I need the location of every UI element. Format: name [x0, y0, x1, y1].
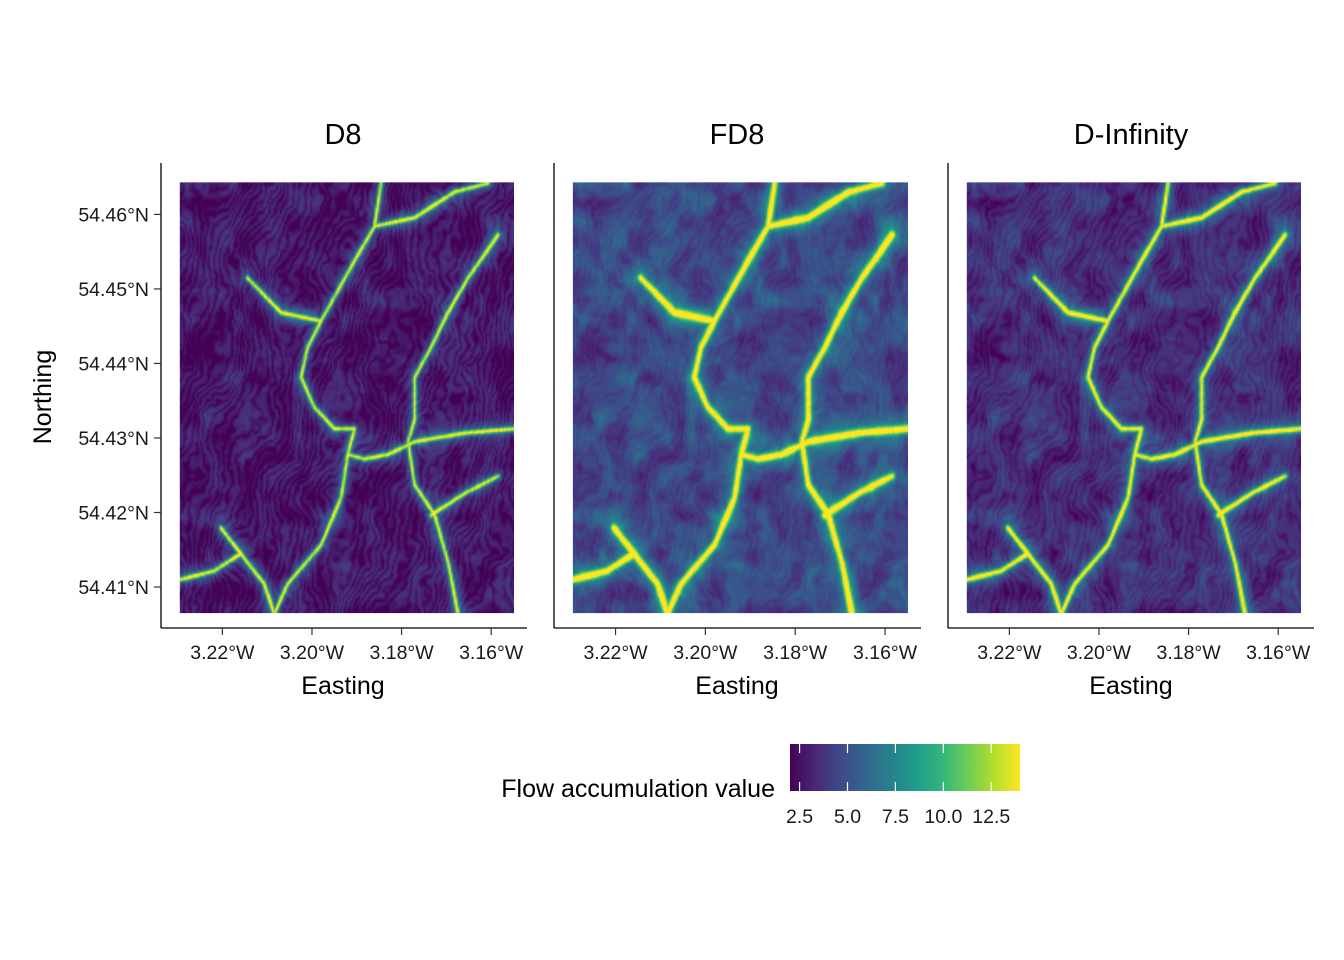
flow-raster	[572, 182, 908, 614]
x-axis: 3.22°W 3.20°W 3.18°W 3.16°W	[554, 627, 921, 664]
panel-title: D8	[324, 119, 361, 151]
x-tick-label: 3.20°W	[280, 642, 345, 664]
panel-title: FD8	[710, 119, 765, 151]
colorbar	[790, 744, 1020, 791]
x-tick-label: 3.22°W	[190, 642, 255, 664]
flow-raster	[966, 182, 1302, 614]
raster-layer	[572, 182, 908, 614]
colorbar-tick-label: 10.0	[924, 806, 962, 828]
x-tick-label: 3.18°W	[1156, 642, 1221, 664]
x-tick-label: 3.16°W	[1246, 642, 1311, 664]
legend: Flow accumulation value 2.5 5.0 7.5 10.0 12.…	[501, 744, 1020, 828]
x-axis-title: Easting	[695, 672, 778, 700]
raster-layer	[179, 182, 515, 614]
colorbar-tick-label: 5.0	[834, 806, 861, 828]
x-tick-label: 3.20°W	[673, 642, 738, 664]
panel-d-infinity: D-Infinity 3.22°W 3.20°W 3.18°W 3.16°W East…	[947, 119, 1314, 700]
x-axis: 3.22°W 3.20°W 3.18°W 3.16°W	[948, 627, 1314, 664]
colorbar-tick-label: 12.5	[972, 806, 1010, 828]
y-axis: 54.41°N 54.42°N 54.43°N 54.44°N 54.45°N 54.46…	[78, 163, 162, 628]
legend-title: Flow accumulation value	[501, 775, 775, 803]
colorbar-tick-label: 2.5	[786, 806, 813, 828]
panel-fd8: FD8 3.22°W 3.20°W 3.18°W 3.16°W Easting	[553, 119, 921, 700]
x-tick-label: 3.22°W	[977, 642, 1042, 664]
y-tick-label: 54.45°N	[78, 279, 149, 301]
y-axis-title: Northing	[29, 350, 57, 445]
colorbar-ticks: 2.5 5.0 7.5 10.0 12.5	[786, 744, 1010, 828]
x-tick-label: 3.22°W	[583, 642, 648, 664]
y-tick-label: 54.41°N	[78, 577, 149, 599]
colorbar-tick-label: 7.5	[882, 806, 909, 828]
x-tick-label: 3.16°W	[459, 642, 524, 664]
x-tick-label: 3.16°W	[853, 642, 918, 664]
x-axis-title: Easting	[1089, 672, 1172, 700]
raster-layer	[966, 182, 1302, 614]
y-tick-label: 54.42°N	[78, 502, 149, 524]
flow-raster	[179, 182, 515, 614]
y-tick-label: 54.44°N	[78, 353, 149, 375]
y-tick-label: 54.46°N	[78, 204, 149, 226]
x-tick-label: 3.20°W	[1067, 642, 1132, 664]
y-tick-label: 54.43°N	[78, 428, 149, 450]
x-axis: 3.22°W 3.20°W 3.18°W 3.16°W	[161, 627, 527, 664]
panel-title: D-Infinity	[1074, 119, 1189, 151]
x-axis-title: Easting	[301, 672, 384, 700]
x-tick-label: 3.18°W	[369, 642, 434, 664]
panel-d8: D8 3.22°W 3.20°W 3.18°W 3.16°W 54.41°N 54.42…	[78, 119, 527, 700]
x-tick-label: 3.18°W	[763, 642, 828, 664]
